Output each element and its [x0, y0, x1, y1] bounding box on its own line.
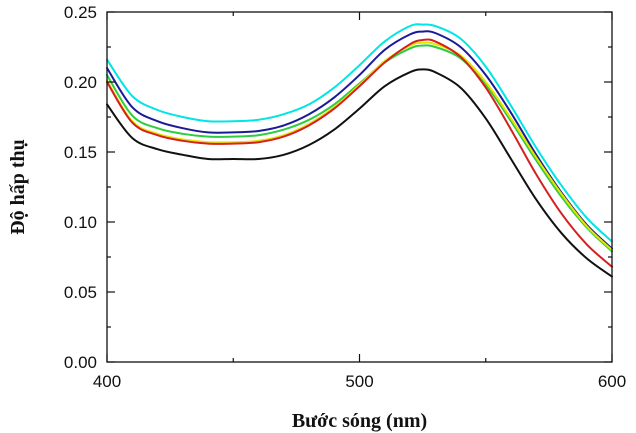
x-tick-label: 400 — [93, 372, 121, 391]
axis-tick-labels: 400 500 600 0.00 0.05 0.10 0.15 0.20 0.25 — [64, 3, 626, 391]
series-line-1 — [106, 23, 613, 243]
y-tick-label: 0.00 — [64, 353, 97, 372]
series-line-4 — [106, 41, 613, 251]
series-line-2 — [106, 30, 613, 250]
x-tick-label: 600 — [598, 372, 626, 391]
axis-ticks — [106, 11, 613, 363]
y-axis-title: Độ hấp thụ — [7, 139, 29, 235]
y-tick-label: 0.25 — [64, 3, 97, 22]
series-lines — [106, 23, 613, 278]
y-tick-label: 0.15 — [64, 143, 97, 162]
series-line-5 — [106, 38, 613, 268]
y-tick-label: 0.10 — [64, 213, 97, 232]
y-tick-label: 0.20 — [64, 73, 97, 92]
x-tick-label: 500 — [345, 372, 373, 391]
y-tick-label: 0.05 — [64, 283, 97, 302]
x-axis-title: Bước sóng (nm) — [292, 410, 427, 432]
series-line-6 — [106, 68, 613, 278]
